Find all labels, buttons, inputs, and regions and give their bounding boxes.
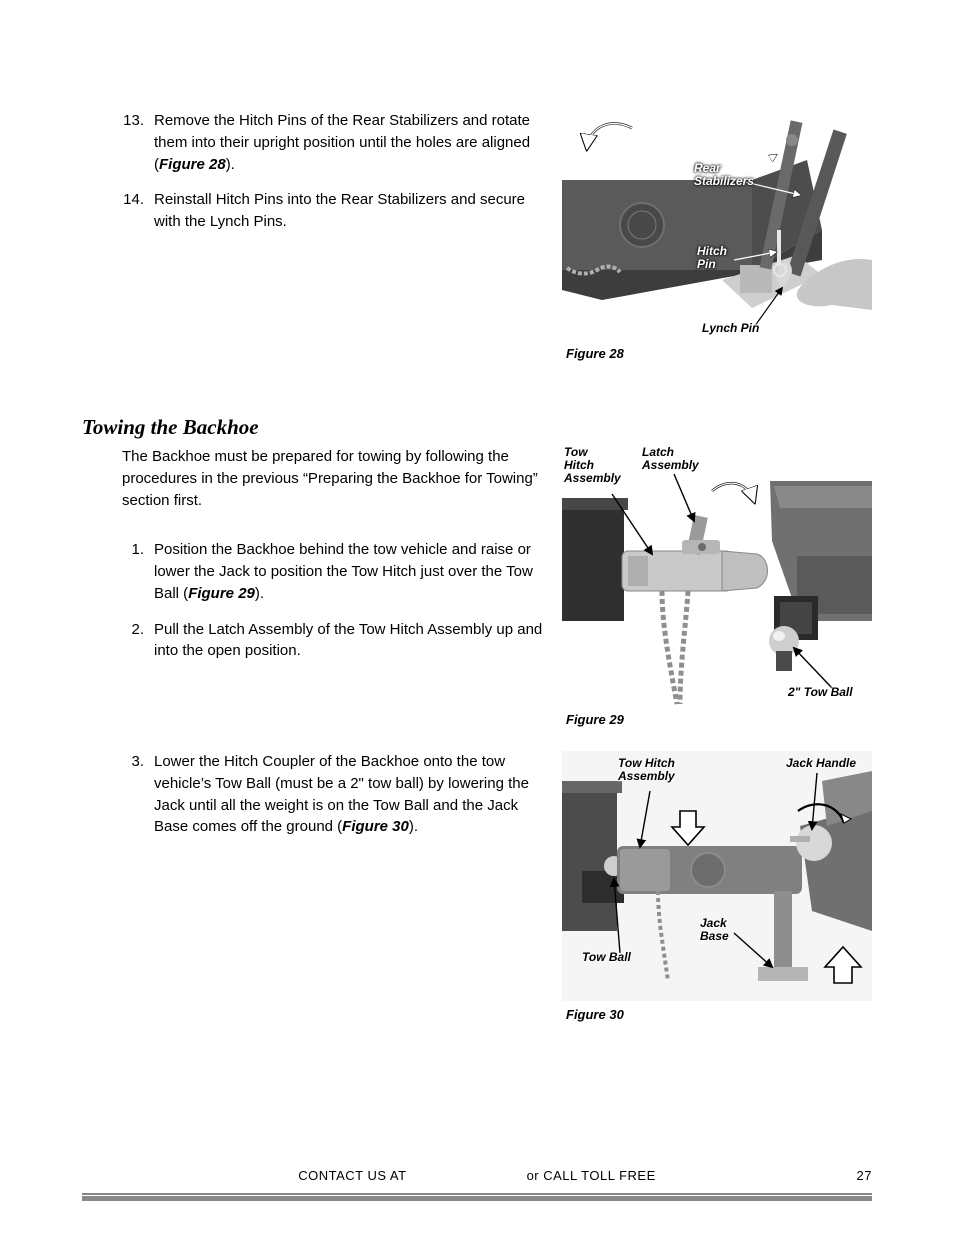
footer-rule-thick [82, 1196, 872, 1201]
figure-29-caption: Figure 29 [566, 712, 872, 727]
step-text: Lower the Hitch Coupler of the Backhoe o… [154, 751, 544, 838]
figure-28-svg [562, 110, 872, 340]
figure-30-caption: Figure 30 [566, 1007, 872, 1022]
footer: CONTACT US AT or CALL TOLL FREE 27 [82, 1168, 872, 1183]
step-item: 2.Pull the Latch Assembly of the Tow Hit… [122, 619, 544, 663]
page-number: 27 [857, 1168, 872, 1183]
step-number: 3. [122, 751, 154, 838]
step-text: Reinstall Hitch Pins into the Rear Stabi… [154, 189, 544, 233]
figure-30-svg [562, 751, 872, 1001]
step-text: Pull the Latch Assembly of the Tow Hitch… [154, 619, 544, 663]
figure-28-caption: Figure 28 [566, 346, 872, 361]
footer-rule-thin [82, 1193, 872, 1195]
footer-contact: CONTACT US AT [298, 1168, 406, 1183]
figure-30-col: Tow HitchAssembly Jack Handle Tow Ball J… [562, 751, 872, 1022]
step-text: Position the Backhoe behind the tow vehi… [154, 539, 544, 604]
step-item: 3.Lower the Hitch Coupler of the Backhoe… [122, 751, 544, 838]
step-number: 1. [122, 539, 154, 604]
text-col-3: 3.Lower the Hitch Coupler of the Backhoe… [82, 751, 544, 852]
page: 13.Remove the Hitch Pins of the Rear Sta… [0, 0, 954, 1235]
steps-b: 1.Position the Backhoe behind the tow ve… [82, 539, 544, 662]
section-heading: Towing the Backhoe [82, 415, 872, 440]
figure-29-col: TowHitchAssembly LatchAssembly 2" Tow Ba… [562, 446, 872, 727]
figure-28: RearStabilizers HitchPin Lynch Pin [562, 110, 872, 340]
footer-tollfree: or CALL TOLL FREE [527, 1168, 656, 1183]
step-item: 1.Position the Backhoe behind the tow ve… [122, 539, 544, 604]
steps-c: 3.Lower the Hitch Coupler of the Backhoe… [82, 751, 544, 838]
figure-30: Tow HitchAssembly Jack Handle Tow Ball J… [562, 751, 872, 1001]
step-item: 13.Remove the Hitch Pins of the Rear Sta… [122, 110, 544, 175]
steps-a: 13.Remove the Hitch Pins of the Rear Sta… [82, 110, 544, 233]
figure-reference: Figure 29 [188, 585, 255, 602]
step-item: 14.Reinstall Hitch Pins into the Rear St… [122, 189, 544, 233]
figure-29-svg [562, 446, 872, 706]
text-col-2: The Backhoe must be prepared for towing … [82, 446, 544, 676]
figure-29: TowHitchAssembly LatchAssembly 2" Tow Ba… [562, 446, 872, 706]
figure-reference: Figure 28 [159, 156, 226, 173]
row-1: 13.Remove the Hitch Pins of the Rear Sta… [82, 110, 872, 361]
row-2: The Backhoe must be prepared for towing … [82, 446, 872, 727]
intro-paragraph: The Backhoe must be prepared for towing … [82, 446, 544, 511]
figure-28-col: RearStabilizers HitchPin Lynch Pin Figur… [562, 110, 872, 361]
row-3: 3.Lower the Hitch Coupler of the Backhoe… [82, 751, 872, 1022]
step-text: Remove the Hitch Pins of the Rear Stabil… [154, 110, 544, 175]
step-number: 2. [122, 619, 154, 663]
step-number: 13. [122, 110, 154, 175]
text-col-1: 13.Remove the Hitch Pins of the Rear Sta… [82, 110, 544, 247]
figure-reference: Figure 30 [342, 818, 409, 835]
step-number: 14. [122, 189, 154, 233]
